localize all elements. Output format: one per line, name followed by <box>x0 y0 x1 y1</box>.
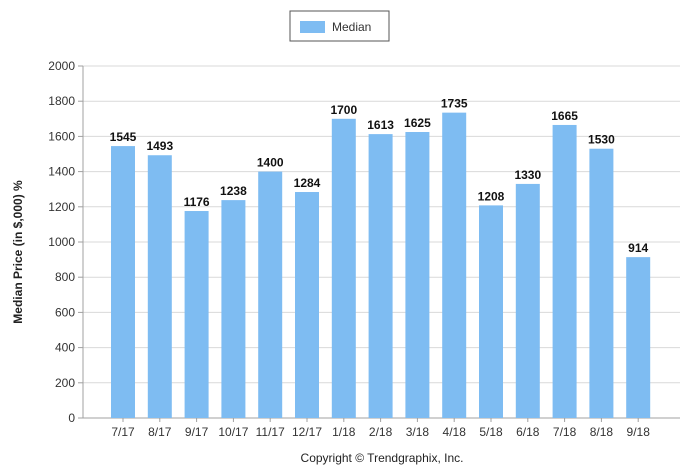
y-tick-label: 0 <box>68 411 75 425</box>
bar-value-label: 1700 <box>330 103 357 117</box>
bar <box>331 118 356 419</box>
bar <box>111 146 135 418</box>
bar-value-label: 1665 <box>551 109 578 123</box>
legend: Median <box>289 10 390 42</box>
bar <box>479 205 503 418</box>
bar <box>589 148 614 418</box>
bar-value-label: 1400 <box>257 156 284 170</box>
x-tick-label: 7/17 <box>111 425 135 439</box>
bar-value-label: 1530 <box>588 133 615 147</box>
bar-value-label: 914 <box>628 241 648 255</box>
x-tick-label: 11/17 <box>256 425 285 439</box>
bar-value-label: 1545 <box>110 130 137 144</box>
data-labels: 1545 1493 1176 1238 1400 1284 1700 1613 1625 1735… <box>110 97 649 255</box>
y-tick-label: 1000 <box>48 235 75 249</box>
bar <box>626 257 651 418</box>
axes: 0 200 400 600 800 1000 1200 1400 1600 1800 2000 7/1… <box>48 59 680 439</box>
bar-value-label: 1493 <box>146 139 173 153</box>
x-tick-label: 2/18 <box>369 425 393 439</box>
x-tick-label: 3/18 <box>406 425 430 439</box>
x-tick-label: 4/18 <box>443 425 467 439</box>
bar-value-label: 1625 <box>404 116 431 130</box>
y-tick-label: 2000 <box>48 59 75 73</box>
bar-value-label: 1208 <box>478 189 505 203</box>
y-tick-label: 1200 <box>48 200 75 214</box>
x-tick-label: 12/17 <box>292 425 322 439</box>
y-tick-label: 1400 <box>48 165 75 179</box>
bar <box>442 112 467 418</box>
bar <box>552 124 577 419</box>
bar-value-label: 1176 <box>184 195 210 209</box>
y-tick-label: 200 <box>55 376 75 390</box>
y-tick-label: 800 <box>55 270 75 284</box>
bar-value-label: 1238 <box>220 184 247 198</box>
bar <box>405 132 430 418</box>
bar <box>515 183 540 418</box>
x-tick-label: 5/18 <box>479 425 503 439</box>
y-tick-label: 1800 <box>48 94 75 108</box>
copyright-footer: Copyright © Trendgraphix, Inc. <box>301 451 464 465</box>
x-tick-label: 8/17 <box>148 425 172 439</box>
bar-value-label: 1330 <box>514 168 541 182</box>
x-tick-label: 9/17 <box>185 425 209 439</box>
y-axis-title: Median Price (in $,000) % <box>11 180 25 324</box>
bar <box>295 192 319 418</box>
x-tick-label: 9/18 <box>627 425 651 439</box>
y-tick-label: 400 <box>55 341 75 355</box>
bar <box>184 211 209 418</box>
x-tick-label: 8/18 <box>590 425 614 439</box>
y-tick-label: 1600 <box>48 129 75 143</box>
bar <box>258 171 283 418</box>
legend-swatch <box>300 21 325 33</box>
x-tick-label: 1/18 <box>332 425 356 439</box>
bar <box>147 155 172 418</box>
x-tick-label: 10/17 <box>218 425 248 439</box>
bar-value-label: 1613 <box>367 118 394 132</box>
bar-value-label: 1735 <box>441 97 468 111</box>
bar-value-label: 1284 <box>294 176 321 190</box>
legend-label: Median <box>332 20 371 34</box>
bars <box>111 112 651 419</box>
bar <box>221 200 246 418</box>
x-tick-label: 7/18 <box>553 425 577 439</box>
x-tick-label: 6/18 <box>516 425 540 439</box>
y-tick-label: 600 <box>55 305 75 319</box>
bar <box>368 134 393 418</box>
